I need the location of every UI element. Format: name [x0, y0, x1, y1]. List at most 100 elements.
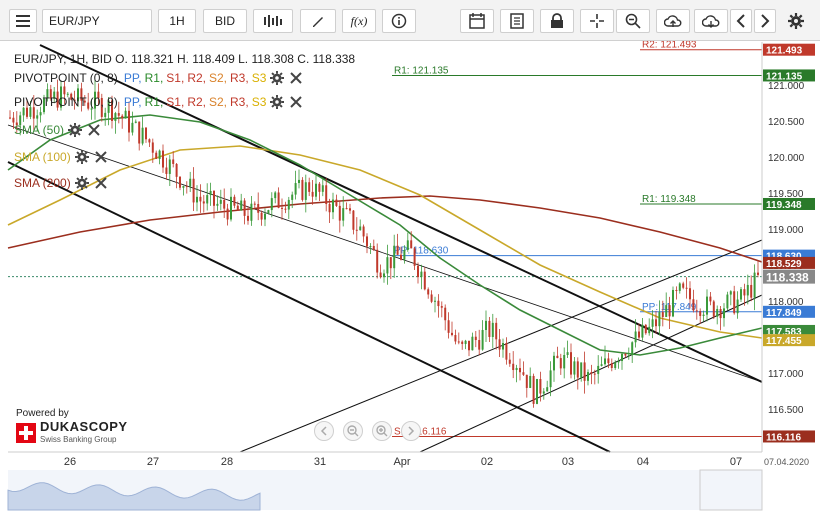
candle-body [621, 353, 623, 362]
candle-body [702, 314, 705, 316]
navigator-window[interactable] [699, 469, 763, 511]
candle-body [638, 331, 640, 338]
candle-body [651, 319, 654, 327]
candle-body [43, 98, 45, 113]
symbol-select[interactable]: EUR/JPY [42, 9, 152, 33]
zoom-out-button[interactable] [343, 421, 363, 441]
download-button[interactable] [694, 9, 728, 33]
indicator-settings-icon[interactable] [74, 176, 89, 190]
scroll-left-button[interactable] [314, 421, 334, 441]
menu-icon[interactable] [9, 9, 37, 33]
price-tag [763, 197, 815, 210]
candle-body [522, 372, 525, 375]
candle-body [410, 240, 413, 249]
candle-body [243, 200, 246, 216]
candle-body [328, 203, 331, 213]
indicator-settings-icon[interactable] [270, 95, 285, 109]
brand-sub: Swiss Banking Group [40, 435, 117, 444]
moving-averages [7, 114, 763, 356]
candle-body [566, 352, 569, 356]
candle-body [699, 311, 702, 316]
zoom-button[interactable] [616, 9, 650, 33]
candle-body [457, 341, 460, 343]
price-tag-label: 116.116 [766, 432, 801, 443]
candle-body [447, 320, 450, 333]
calendar-icon [469, 13, 485, 29]
gear-icon [788, 13, 804, 29]
candle-body [219, 199, 222, 204]
sma-100-line [7, 145, 763, 339]
candle-body [121, 115, 124, 119]
candle-body [498, 339, 501, 350]
price-tag-label: 118.338 [766, 271, 809, 285]
candle-body [427, 289, 430, 295]
x-tick-label: 04 [637, 456, 649, 468]
next-button[interactable] [754, 9, 776, 33]
pivot-level-tag: R3, [230, 95, 249, 109]
indicator-remove-icon[interactable] [94, 151, 107, 163]
candles-icon [264, 15, 282, 27]
indicator-remove-icon[interactable] [290, 72, 303, 84]
candle-body [192, 178, 195, 203]
candle-body [580, 362, 583, 378]
candle-body [403, 249, 406, 260]
candle-body [729, 291, 732, 295]
pivot-level-tag: S1, [166, 71, 185, 85]
candle-body [678, 283, 681, 291]
candle-body [32, 107, 35, 119]
indicator-settings-icon[interactable] [74, 150, 89, 164]
pivot-level-tag: S1, [166, 95, 185, 109]
document-button[interactable] [500, 9, 534, 33]
price-chart[interactable]: R2: 121.493 R1: 121.135 R1: 119.348 PP: 118… [0, 41, 820, 513]
info-button[interactable] [382, 9, 416, 33]
candle-body [706, 296, 708, 315]
zoom-in-icon [376, 425, 388, 437]
candle-body [648, 326, 651, 334]
settings-button[interactable] [782, 9, 810, 33]
pivot-level-tag: S2, [209, 95, 228, 109]
candle-body [281, 207, 283, 209]
timeframe-select[interactable]: 1H [158, 9, 196, 33]
candle-body [440, 306, 443, 308]
cloud-download-icon [702, 15, 720, 28]
x-tick-label: 26 [64, 456, 76, 468]
candle-body [247, 215, 249, 221]
upload-button[interactable] [656, 9, 690, 33]
price-type-select[interactable]: BID [203, 9, 247, 33]
prev-button[interactable] [730, 9, 752, 33]
candle-body [342, 208, 345, 221]
candle-body [468, 340, 470, 351]
candle-body [757, 272, 759, 275]
indicator-remove-icon[interactable] [290, 96, 303, 108]
pivot-label: PP: 118.630 [394, 246, 449, 257]
trend-line [239, 239, 763, 453]
toolbar: EUR/JPY 1H BID f(x) [0, 0, 820, 41]
zoom-in-button[interactable] [372, 421, 392, 441]
indicator-settings-icon[interactable] [68, 123, 83, 137]
candle-body [12, 117, 15, 123]
calendar-button[interactable] [460, 9, 494, 33]
price-tag [763, 334, 815, 347]
indicators-button[interactable]: f(x) [342, 9, 376, 33]
candle-body [726, 294, 729, 309]
crosshair-button[interactable] [580, 9, 614, 33]
x-tick-label: 07 [730, 456, 742, 468]
candle-body [284, 208, 287, 210]
candle-body [80, 88, 83, 101]
y-tick-label: 119.000 [768, 225, 804, 236]
candle-body [559, 358, 562, 369]
indicator-remove-icon[interactable] [88, 124, 100, 136]
candle-body [257, 204, 260, 213]
candle-body [512, 363, 515, 371]
indicator-remove-icon[interactable] [94, 177, 107, 189]
candle-body [733, 291, 736, 314]
indicator-settings-icon[interactable] [270, 71, 285, 85]
chart-type-button[interactable] [253, 9, 293, 33]
candle-body [464, 340, 467, 344]
lock-button[interactable] [540, 9, 574, 33]
price-axis: 121.000 120.500 120.000 119.500 119.000 118.5… [761, 42, 820, 452]
scroll-right-button[interactable] [401, 421, 421, 441]
draw-tool-button[interactable] [300, 9, 336, 33]
price-tag [763, 69, 815, 82]
dukascopy-logo: DUKASCOPY Swiss Banking Group [16, 420, 128, 446]
